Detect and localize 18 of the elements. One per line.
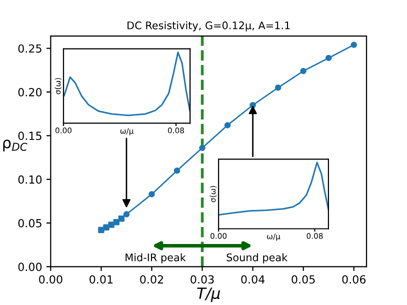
y-tick-label: 0.00 xyxy=(18,262,42,272)
x-tick-label: 0.05 xyxy=(292,275,315,284)
y-tick-label: 0.20 xyxy=(18,88,42,96)
x-tick-label: 0.01 xyxy=(90,275,113,284)
y-tick-label: 0.15 xyxy=(18,132,42,140)
x-tick-label: 0.00 xyxy=(39,275,62,284)
y-tick-label: 0.10 xyxy=(18,175,42,184)
annotation: Sound peak xyxy=(226,253,288,264)
chart-title: DC Resistivity, G=0.12μ, A=1.1 xyxy=(128,21,290,32)
x-tick-label: 0.02 xyxy=(140,275,163,284)
x-tick-label: 0.03 xyxy=(190,275,214,284)
x-axis-title: T/μ xyxy=(197,288,220,302)
y-tick-label: 0.25 xyxy=(18,44,42,53)
x-tick-label: 0.04 xyxy=(241,275,265,284)
y-axis-title: ρ$_{DC}$ xyxy=(3,140,28,152)
y-tick-label: 0.05 xyxy=(18,218,42,228)
x-tick-label: 0.06 xyxy=(342,275,366,284)
annotation: Mid-IR peak xyxy=(126,253,186,264)
